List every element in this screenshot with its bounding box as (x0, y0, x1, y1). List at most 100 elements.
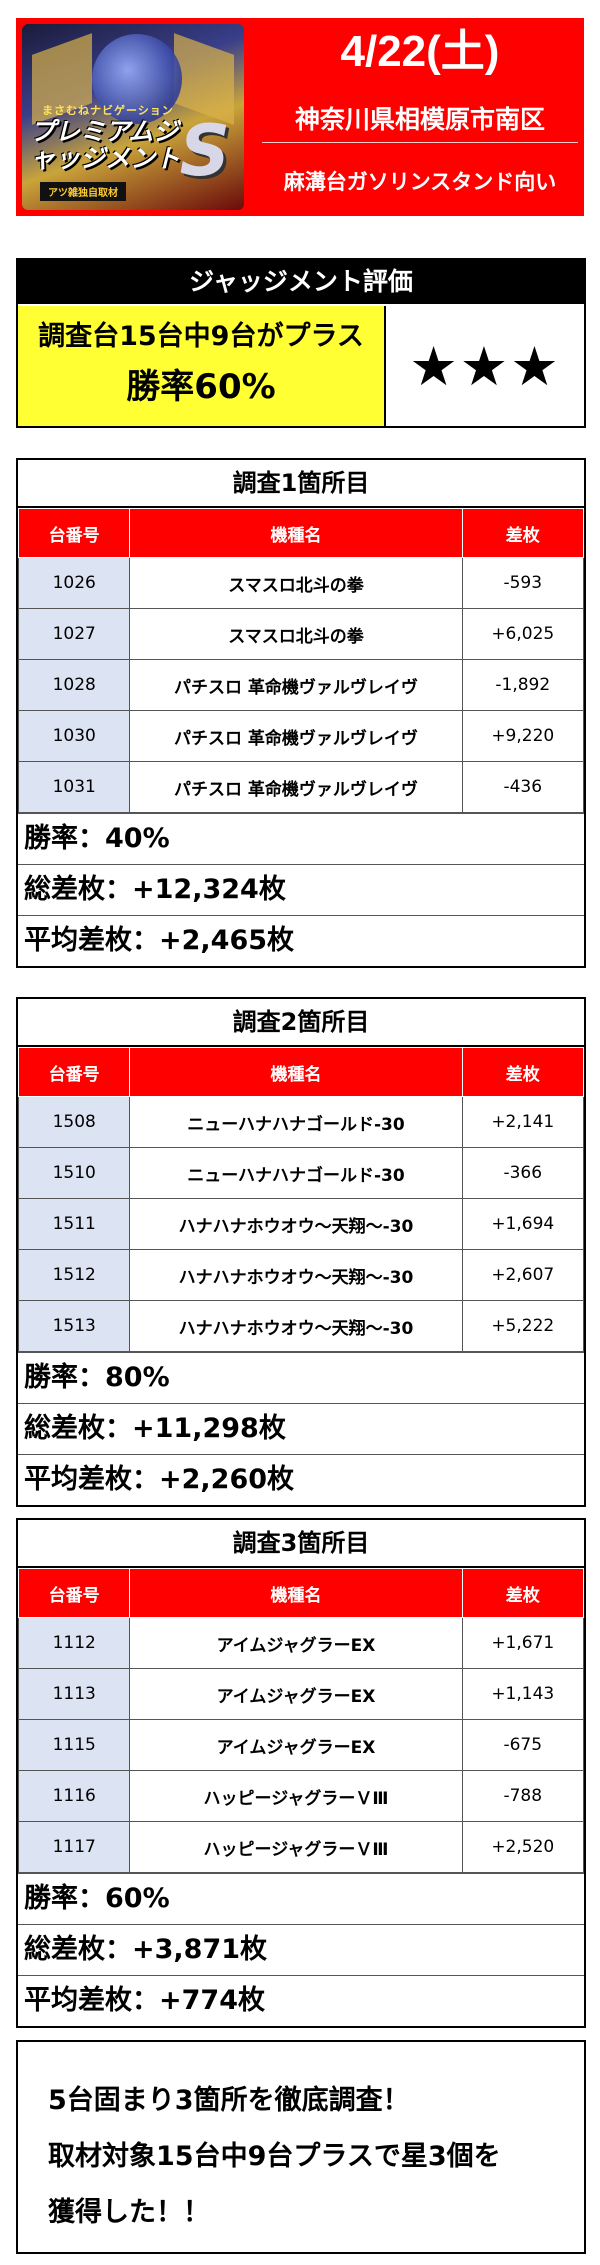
judgement-summary: 調査台15台中9台がプラス 勝率60% (18, 306, 386, 426)
header-banner: まさむねナビゲーション プレミアムジャッジメント S アツ雑独自取材 4/22(… (16, 18, 584, 216)
column-header-model: 機種名 (129, 1047, 463, 1097)
column-header-machine-number: 台番号 (17, 508, 131, 558)
model-name: スマスロ北斗の拳 (129, 557, 463, 609)
table-row: 1117 ハッピージャグラーＶⅢ +2,520 (17, 1821, 585, 1873)
column-header-model: 機種名 (129, 508, 463, 558)
premium-judgement-logo: まさむねナビゲーション プレミアムジャッジメント S アツ雑独自取材 (22, 24, 244, 210)
model-name: ハナハナホウオウ～天翔～‐30 (129, 1300, 463, 1352)
machine-number: 1512 (17, 1249, 131, 1301)
model-name: スマスロ北斗の拳 (129, 608, 463, 660)
coin-diff: +1,671 (461, 1617, 585, 1669)
table-row: 1508 ニューハナハナゴールド‐30 +2,141 (17, 1096, 585, 1148)
footer-line-1: 5台固まり3箇所を徹底調査！ (48, 2085, 410, 2116)
machine-number: 1027 (17, 608, 131, 660)
coin-diff: +5,222 (461, 1300, 585, 1352)
event-location-detail: 麻溝台ガソリンスタンド向い (283, 170, 557, 194)
machine-number: 1511 (17, 1198, 131, 1250)
header-divider (262, 142, 578, 143)
survey-table: 台番号 機種名 差枚 1508 ニューハナハナゴールド‐30 +2,141 15… (17, 1047, 585, 1352)
machine-number: 1510 (17, 1147, 131, 1199)
model-name: ハナハナホウオウ～天翔～‐30 (129, 1249, 463, 1301)
footer-summary: 5台固まり3箇所を徹底調査！ 取材対象15台中9台プラスで星3個を 獲得した！！ (16, 2040, 586, 2254)
judgement-box: ジャッジメント評価 調査台15台中9台がプラス 勝率60% ★★★ (16, 258, 586, 428)
total-diff: 総差枚：+12,324枚 (18, 864, 584, 915)
column-header-machine-number: 台番号 (17, 1568, 131, 1618)
coin-diff: +2,520 (461, 1821, 585, 1873)
machine-number: 1028 (17, 659, 131, 711)
machine-number: 1513 (17, 1300, 131, 1352)
coin-diff: +1,143 (461, 1668, 585, 1720)
logo-emblem (92, 34, 182, 124)
column-header-diff: 差枚 (461, 1047, 585, 1097)
judgement-body: 調査台15台中9台がプラス 勝率60% ★★★ (18, 306, 584, 426)
win-rate: 勝率：60% (18, 1873, 584, 1924)
model-name: ハッピージャグラーＶⅢ (129, 1770, 463, 1822)
event-place: 神奈川県相模原市南区 (294, 105, 545, 134)
model-name: ハナハナホウオウ～天翔～‐30 (129, 1198, 463, 1250)
survey-block-2: 調査2箇所目 台番号 機種名 差枚 1508 ニューハナハナゴールド‐30 +2… (16, 997, 586, 1507)
machine-number: 1030 (17, 710, 131, 762)
coin-diff: -1,892 (461, 659, 585, 711)
machine-number: 1115 (17, 1719, 131, 1771)
table-row: 1028 パチスロ 革命機ヴァルヴレイヴ -1,892 (17, 659, 585, 711)
survey-title: 調査3箇所目 (18, 1520, 584, 1568)
model-name: パチスロ 革命機ヴァルヴレイヴ (129, 761, 463, 813)
survey-table: 台番号 機種名 差枚 1026 スマスロ北斗の拳 -593 1027 スマスロ北… (17, 508, 585, 813)
table-row: 1113 アイムジャグラーEX +1,143 (17, 1668, 585, 1720)
survey-title: 調査2箇所目 (18, 999, 584, 1047)
average-diff: 平均差枚：+774枚 (18, 1975, 584, 2026)
logo-big-text: プレミアムジャッジメント (30, 117, 181, 173)
machine-number: 1117 (17, 1821, 131, 1873)
win-rate: 勝率：80% (18, 1352, 584, 1403)
machine-number: 1113 (17, 1668, 131, 1720)
table-row: 1030 パチスロ 革命機ヴァルヴレイヴ +9,220 (17, 710, 585, 762)
machine-number: 1026 (17, 557, 131, 609)
coin-diff: -675 (461, 1719, 585, 1771)
table-row: 1031 パチスロ 革命機ヴァルヴレイヴ -436 (17, 761, 585, 813)
model-name: アイムジャグラーEX (129, 1668, 463, 1720)
table-header-row: 台番号 機種名 差枚 (17, 508, 585, 558)
model-name: アイムジャグラーEX (129, 1617, 463, 1669)
table-header-row: 台番号 機種名 差枚 (17, 1047, 585, 1097)
coin-diff: -436 (461, 761, 585, 813)
coin-diff: +2,141 (461, 1096, 585, 1148)
judgement-title: ジャッジメント評価 (18, 260, 584, 304)
model-name: パチスロ 革命機ヴァルヴレイヴ (129, 659, 463, 711)
column-header-model: 機種名 (129, 1568, 463, 1618)
average-diff: 平均差枚：+2,465枚 (18, 915, 584, 966)
machine-number: 1508 (17, 1096, 131, 1148)
coin-diff: -788 (461, 1770, 585, 1822)
table-row: 1116 ハッピージャグラーＶⅢ -788 (17, 1770, 585, 1822)
model-name: ハッピージャグラーＶⅢ (129, 1821, 463, 1873)
machine-number: 1116 (17, 1770, 131, 1822)
survey-title: 調査1箇所目 (18, 460, 584, 508)
model-name: ニューハナハナゴールド‐30 (129, 1096, 463, 1148)
survey-block-1: 調査1箇所目 台番号 機種名 差枚 1026 スマスロ北斗の拳 -593 102… (16, 458, 586, 968)
logo-ribbon: アツ雑独自取材 (40, 182, 126, 201)
column-header-diff: 差枚 (461, 508, 585, 558)
total-diff: 総差枚：+3,871枚 (18, 1924, 584, 1975)
event-date: 4/22(土) (340, 27, 500, 76)
table-row: 1027 スマスロ北斗の拳 +6,025 (17, 608, 585, 660)
survey-table: 台番号 機種名 差枚 1112 アイムジャグラーEX +1,671 1113 ア… (17, 1568, 585, 1873)
footer-line-3: 獲得した！！ (48, 2197, 210, 2228)
coin-diff: -593 (461, 557, 585, 609)
model-name: パチスロ 革命機ヴァルヴレイヴ (129, 710, 463, 762)
model-name: ニューハナハナゴールド‐30 (129, 1147, 463, 1199)
footer-line-2: 取材対象15台中9台プラスで星3個を (48, 2141, 501, 2172)
table-row: 1115 アイムジャグラーEX -675 (17, 1719, 585, 1771)
model-name: アイムジャグラーEX (129, 1719, 463, 1771)
total-diff: 総差枚：+11,298枚 (18, 1403, 584, 1454)
star-rating: ★★★ (386, 306, 584, 426)
table-row: 1512 ハナハナホウオウ～天翔～‐30 +2,607 (17, 1249, 585, 1301)
machine-number: 1112 (17, 1617, 131, 1669)
logo-small-text: まさむねナビゲーション (42, 104, 174, 117)
column-header-machine-number: 台番号 (17, 1047, 131, 1097)
machine-number: 1031 (17, 761, 131, 813)
judgement-summary-line1: 調査台15台中9台がプラス (38, 321, 364, 352)
average-diff: 平均差枚：+2,260枚 (18, 1454, 584, 1505)
logo-s-letter: S (179, 110, 230, 192)
win-rate: 勝率：40% (18, 813, 584, 864)
coin-diff: +9,220 (461, 710, 585, 762)
coin-diff: +2,607 (461, 1249, 585, 1301)
